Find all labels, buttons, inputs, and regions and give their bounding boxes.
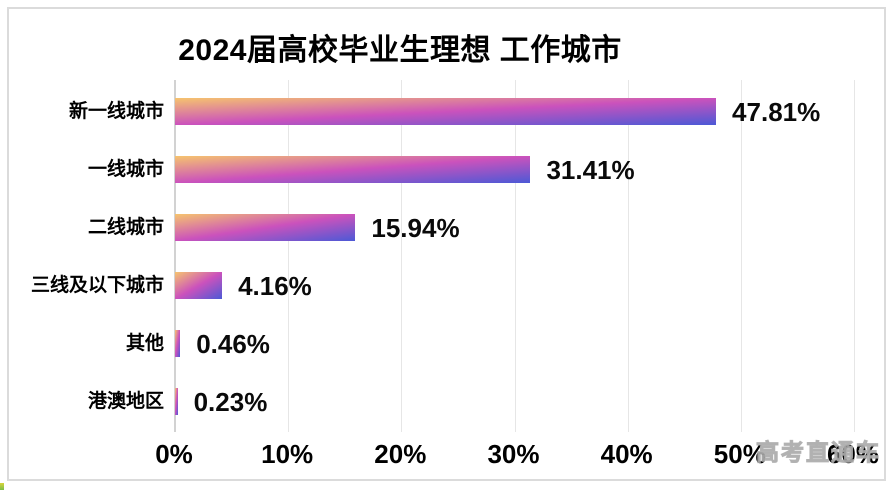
x-axis-tick-label: 10% [261, 439, 314, 469]
bar-track: 47.81% [175, 98, 820, 125]
bar [175, 388, 178, 415]
gridline [288, 80, 290, 432]
gridline [854, 80, 855, 432]
bar-row: 港澳地区 0.23% [0, 373, 889, 431]
value-label: 31.41% [546, 154, 635, 185]
x-axis-tick-label: 40% [600, 439, 653, 469]
plot-area [174, 80, 855, 432]
chart-title: 2024届高校毕业生理想 工作城市 [178, 34, 622, 67]
bar-track: 4.16% [175, 272, 312, 299]
bar [175, 272, 223, 299]
x-axis-tick-label: 30% [487, 439, 540, 469]
gridline [740, 80, 742, 432]
bar [175, 214, 356, 241]
value-label: 0.23% [193, 386, 268, 417]
bar [175, 98, 717, 125]
bar-track: 31.41% [175, 156, 635, 183]
category-label: 新一线城市 [68, 101, 164, 122]
x-axis-tick-label: 0% [155, 439, 193, 469]
category-label: 三线及以下城市 [30, 275, 164, 296]
chart-panel-border [7, 7, 886, 481]
value-label: 0.46% [196, 328, 270, 359]
gridline [514, 80, 516, 432]
gridline [627, 80, 629, 432]
category-label: 其他 [125, 333, 164, 354]
gridline [401, 80, 403, 432]
category-label: 一线城市 [87, 159, 164, 180]
category-label: 二线城市 [87, 217, 164, 238]
bar [175, 330, 181, 357]
value-label: 47.81% [732, 96, 821, 127]
bar-track: 0.23% [175, 388, 267, 415]
bar-row: 二线城市 15.94% [0, 199, 889, 257]
bar-track: 15.94% [175, 214, 460, 241]
bar-row: 新一线城市 47.81% [0, 83, 889, 141]
bar-row: 三线及以下城市 4.16% [0, 257, 889, 315]
x-axis-tick-label: 60% [826, 439, 880, 469]
corner-logo-fragment [0, 483, 4, 490]
value-label: 15.94% [371, 212, 460, 243]
bar-row: 其他 0.46% [0, 315, 889, 373]
bar [175, 156, 531, 183]
x-axis-tick-label: 20% [374, 439, 427, 469]
bar-track: 0.46% [175, 330, 270, 357]
category-label: 港澳地区 [87, 391, 164, 412]
value-label: 4.16% [238, 270, 312, 301]
x-axis-tick-label: 50% [713, 439, 766, 469]
bar-row: 一线城市 31.41% [0, 141, 889, 199]
